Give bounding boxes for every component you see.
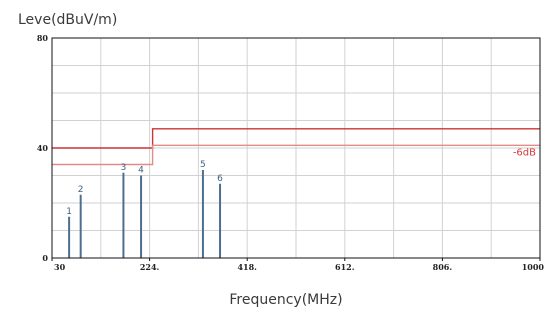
- plot-frame: [51, 37, 541, 259]
- x-axis-title: Frequency(MHz): [229, 292, 342, 308]
- x-tick-label: 30: [54, 262, 66, 272]
- peak-markers: 1 2 3 4 5 6: [66, 160, 223, 258]
- limit-lines: -6dB: [52, 128, 540, 166]
- x-tick-label: 1000: [522, 262, 545, 272]
- limit-line-label: -6dB: [513, 147, 536, 158]
- peak-marker-label-3: 3: [121, 163, 127, 173]
- peak-marker-label-1: 1: [66, 207, 72, 217]
- x-tick-label: 806.: [433, 262, 453, 272]
- limit-line-1: [52, 128, 540, 149]
- peak-marker-label-5: 5: [200, 160, 206, 170]
- y-tick-label: 0: [42, 253, 48, 263]
- grid: [52, 38, 540, 258]
- peak-marker-label-2: 2: [78, 185, 84, 195]
- peak-marker-label-6: 6: [217, 174, 223, 184]
- x-tick-label: 224.: [140, 262, 160, 272]
- limit-line-2: [52, 144, 540, 166]
- y-axis-title: Leve(dBuV/m): [18, 12, 117, 28]
- x-tick-label: 612.: [335, 262, 355, 272]
- y-tick-label: 40: [37, 143, 49, 153]
- x-tick-label: 418.: [237, 262, 257, 272]
- y-tick-label: 80: [37, 33, 49, 43]
- peak-marker-label-4: 4: [138, 166, 144, 176]
- tick-labels: 30 224. 418. 612. 806. 1000 0 40 80: [37, 33, 545, 272]
